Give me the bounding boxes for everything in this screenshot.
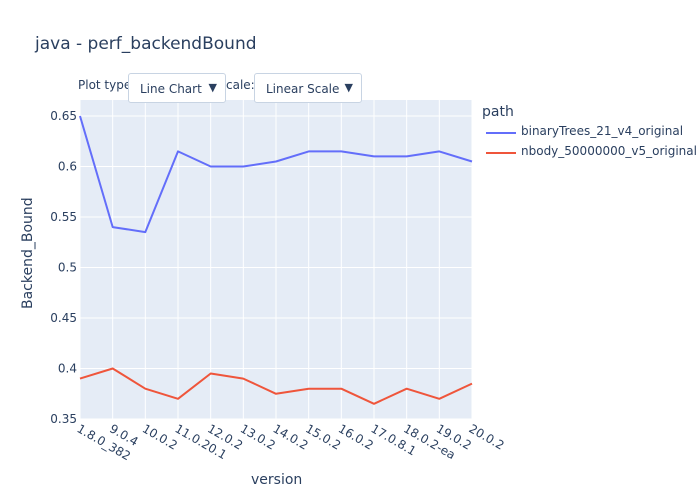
x-tick-label: 13.0.2	[238, 421, 278, 452]
y-tick-label: 0.5	[58, 261, 77, 275]
legend-swatch	[486, 152, 516, 154]
series-line-1[interactable]	[79, 115, 473, 234]
scale-label: cale:	[226, 78, 255, 92]
x-tick-label: 10.0.2	[140, 421, 180, 452]
chevron-down-icon: ▼	[208, 81, 217, 94]
x-tick-label: 15.0.2	[303, 421, 343, 452]
series-line-2[interactable]	[79, 367, 473, 405]
plot-type-dropdown-value: Line Chart	[140, 82, 202, 96]
chart-title: java - perf_backendBound	[35, 34, 257, 54]
y-tick-labels: 0.35 0.4 0.45 0.5 0.55 0.6 0.65	[50, 109, 77, 426]
y-tick-label: 0.45	[50, 311, 77, 325]
x-tick-label: 16.0.2	[336, 421, 376, 452]
y-tick-label: 0.35	[50, 412, 77, 426]
scale-dropdown[interactable]: Linear Scale ▼	[254, 73, 362, 103]
legend-label: binaryTrees_21_v4_original	[521, 124, 684, 138]
y-tick-label: 0.6	[58, 160, 77, 174]
scale-dropdown-value: Linear Scale	[266, 82, 340, 96]
y-axis-title: Backend_Bound	[20, 197, 36, 309]
x-tick-label: 14.0.2	[271, 421, 311, 452]
x-axis-title: version	[251, 472, 303, 488]
plot-type-dropdown[interactable]: Line Chart ▼	[128, 73, 226, 103]
series-layer	[79, 115, 473, 405]
legend-label: nbody_50000000_v5_original	[521, 144, 697, 158]
plot-type-label: Plot type	[78, 78, 132, 92]
grid-layer	[79, 100, 473, 420]
y-tick-label: 0.65	[50, 109, 77, 123]
chevron-down-icon: ▼	[344, 81, 353, 94]
y-tick-label: 0.55	[50, 210, 77, 224]
x-tick-label: 20.0.2	[467, 421, 507, 452]
y-tick-label: 0.4	[58, 362, 77, 376]
legend-swatch	[486, 132, 516, 134]
legend-title: path	[482, 104, 514, 120]
